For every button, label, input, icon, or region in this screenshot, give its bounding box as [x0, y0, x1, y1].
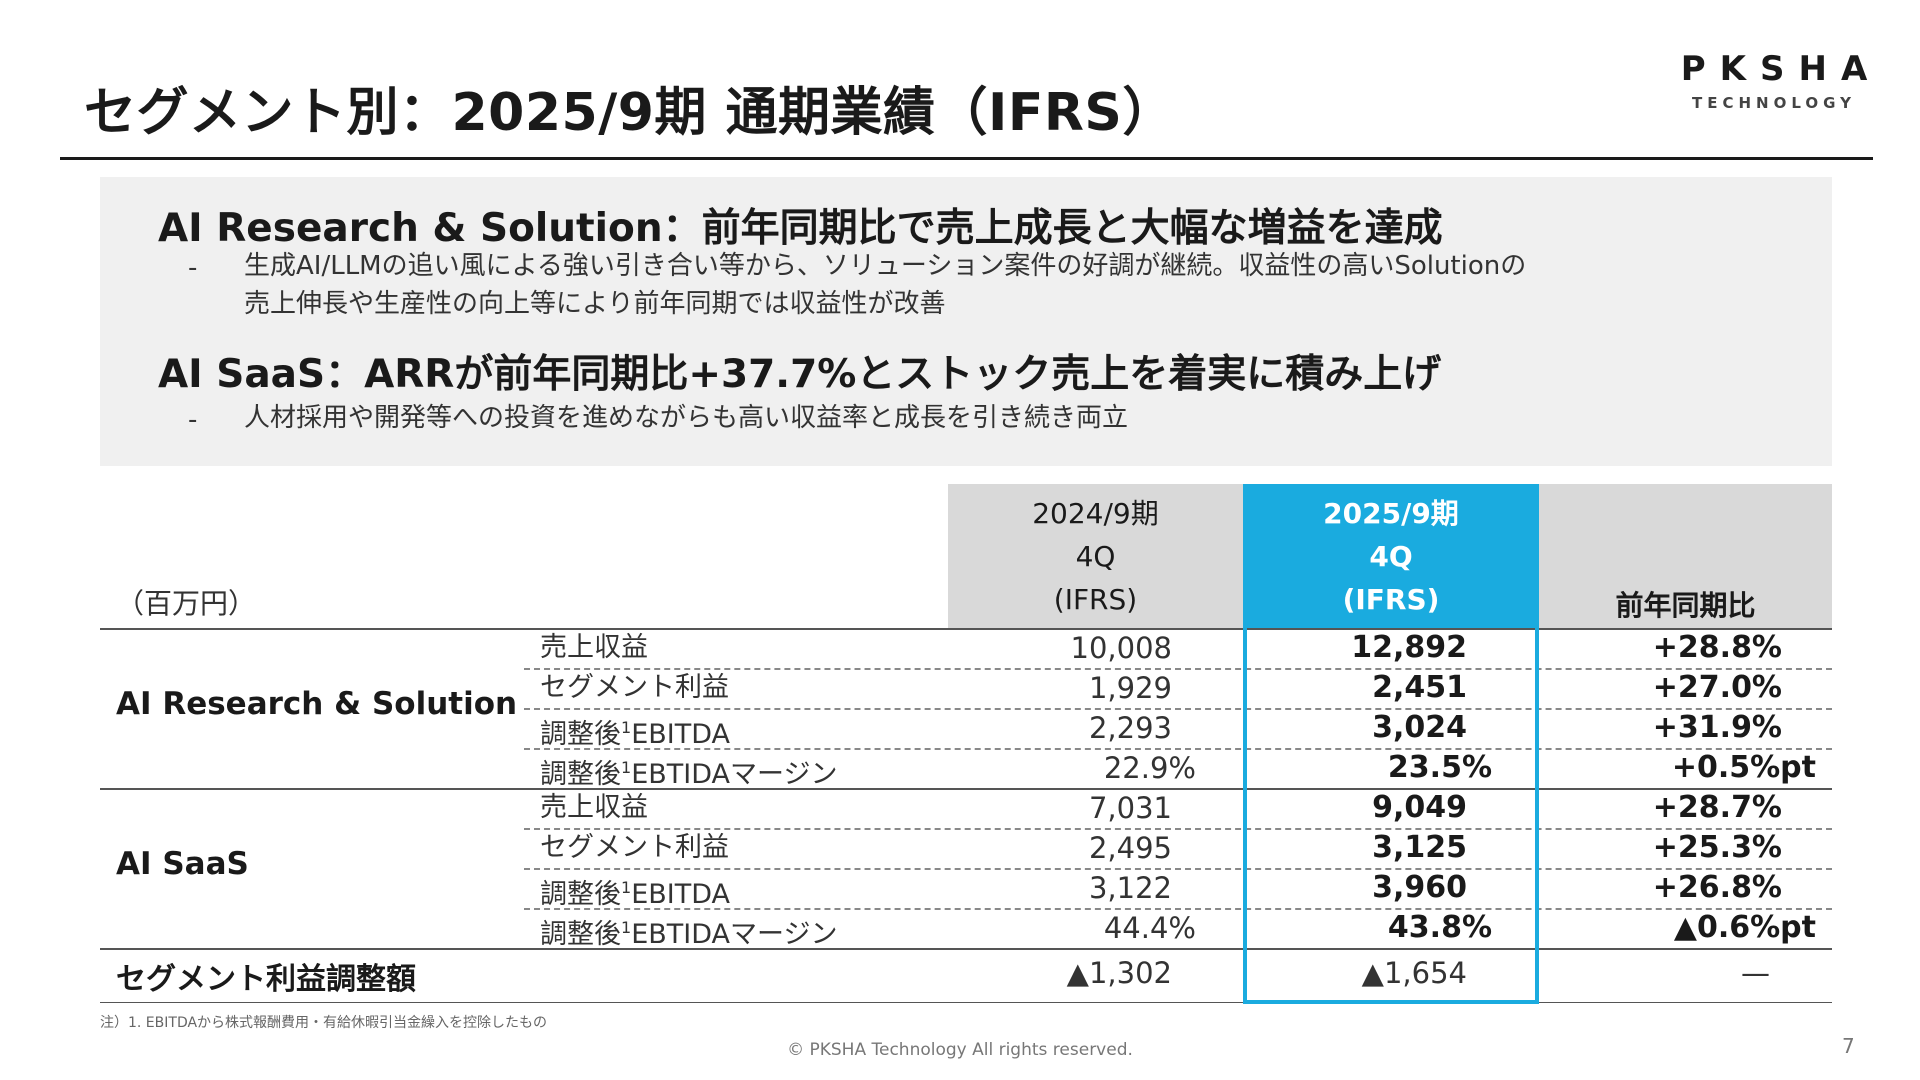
row-divider: [524, 908, 1832, 910]
header-prev-standard: (IFRS): [1053, 583, 1138, 616]
current-value: 3,125: [1372, 830, 1467, 865]
header-yoy-bg: [1539, 484, 1832, 628]
page-title: セグメント別：2025/9期 通期業績（IFRS）: [84, 83, 1175, 143]
adjustment-current-value: ▲1,654: [1361, 956, 1467, 990]
row-label: 調整後1EBITDA: [540, 878, 731, 910]
table-row: 売上収益 7,031 9,049 +28.7%: [100, 788, 1832, 828]
table-row: 調整後1EBTIDAマージン 22.9% 23.5% +0.5%pt: [100, 748, 1832, 790]
summary-text-research-1: 生成AI/LLMの追い風による強い引き合い等から、ソリューション案件の好調が継続…: [244, 251, 1527, 281]
yoy-value: ▲0.6%pt: [1673, 910, 1816, 945]
yoy-value: +0.5%pt: [1671, 750, 1816, 785]
current-value: 43.8%: [1387, 910, 1492, 945]
row-label: セグメント利益: [540, 832, 729, 863]
yoy-value: +25.3%: [1652, 830, 1782, 865]
row-label: 調整後1EBTIDAマージン: [540, 918, 838, 950]
prev-value: 2,495: [1088, 831, 1172, 865]
header-prev-year-label: 2024/9期: [1032, 497, 1159, 530]
table-row: 調整後1EBTIDAマージン 44.4% 43.8% ▲0.6%pt: [100, 908, 1832, 950]
table-row: 調整後1EBITDA 2,293 3,024 +31.9%: [100, 708, 1832, 750]
header-prev-quarter: 4Q: [1075, 540, 1116, 573]
current-value: 23.5%: [1387, 750, 1492, 785]
row-label: 売上収益: [540, 792, 648, 823]
segment-name-research: AI Research & Solution: [116, 686, 518, 722]
table-rule: [100, 948, 1832, 950]
header-cur-standard: (IFRS): [1342, 583, 1440, 616]
table-row: 調整後1EBITDA 3,122 3,960 +26.8%: [100, 868, 1832, 910]
footnote: 注）1. EBITDAから株式報酬費用・有給休暇引当金繰入を控除したもの: [100, 1015, 548, 1031]
header-cur-year-label: 2025/9期: [1323, 497, 1459, 530]
header-cur-quarter: 4Q: [1369, 540, 1413, 573]
current-value: 3,024: [1372, 710, 1467, 745]
table-row: セグメント利益 1,929 2,451 +27.0%: [100, 668, 1832, 708]
table-rule: [100, 628, 1832, 630]
yoy-value: +27.0%: [1652, 670, 1782, 705]
summary-bullet: -: [188, 253, 198, 283]
current-value: 2,451: [1372, 670, 1467, 705]
summary-text-research-2: 売上伸長や生産性の向上等により前年同期では収益性が改善: [244, 289, 946, 319]
yoy-value: +28.7%: [1652, 790, 1782, 825]
company-logo: PKSHA TECHNOLOGY: [1676, 48, 1872, 112]
current-year-highlight: [1243, 624, 1539, 1004]
row-label: 調整後1EBITDA: [540, 718, 731, 750]
yoy-value: +26.8%: [1652, 870, 1782, 905]
prev-value: 7,031: [1088, 791, 1172, 825]
summary-heading-research: AI Research & Solution：前年同期比で売上成長と大幅な増益を…: [158, 206, 1443, 251]
prev-value: 22.9%: [1103, 751, 1196, 785]
yoy-value: +31.9%: [1652, 710, 1782, 745]
page-number: 7: [1842, 1034, 1855, 1058]
table-rule: [100, 788, 1832, 790]
adjustment-label: セグメント利益調整額: [116, 962, 416, 997]
summary-heading-saas: AI SaaS：ARRが前年同期比+37.7%とストック売上を着実に積み上げ: [158, 352, 1442, 397]
summary-box: AI Research & Solution：前年同期比で売上成長と大幅な増益を…: [100, 177, 1832, 466]
row-divider: [524, 668, 1832, 670]
row-label: セグメント利益: [540, 672, 729, 703]
row-divider: [524, 828, 1832, 830]
logo-main-text: PKSHA: [1680, 49, 1882, 89]
row-divider: [524, 708, 1832, 710]
summary-bullet: -: [188, 405, 198, 435]
row-label: 売上収益: [540, 632, 648, 663]
prev-value: 1,929: [1088, 671, 1172, 705]
adjustment-yoy-value: —: [1741, 956, 1770, 990]
summary-text-saas-1: 人材採用や開発等への投資を進めながらも高い収益率と成長を引き続き両立: [244, 403, 1129, 433]
prev-value: 10,008: [1070, 631, 1172, 665]
row-label: 調整後1EBTIDAマージン: [540, 758, 838, 790]
header-yoy: 前年同期比: [1615, 589, 1756, 622]
header-prev-year: 2024/9期 4Q (IFRS): [948, 484, 1243, 628]
adjustment-prev-value: ▲1,302: [1066, 956, 1172, 990]
table-rule: [100, 1002, 1832, 1003]
unit-label: （百万円）: [116, 587, 257, 620]
row-divider: [524, 868, 1832, 870]
table-row: 売上収益 10,008 12,892 +28.8%: [100, 628, 1832, 668]
table-row: セグメント利益 2,495 3,125 +25.3%: [100, 828, 1832, 868]
row-divider: [524, 748, 1832, 750]
title-divider: [60, 157, 1873, 160]
segment-table: （百万円） 2024/9期 4Q (IFRS) 2025/9期 4Q (IFRS…: [100, 484, 1832, 1004]
prev-value: 44.4%: [1103, 911, 1196, 945]
current-value: 12,892: [1351, 630, 1467, 665]
logo-sub-text: TECHNOLOGY: [1692, 94, 1856, 112]
yoy-value: +28.8%: [1652, 630, 1782, 665]
segment-name-saas: AI SaaS: [116, 846, 249, 882]
current-value: 9,049: [1372, 790, 1467, 825]
header-current-year: 2025/9期 4Q (IFRS): [1243, 484, 1539, 628]
copyright: © PKSHA Technology All rights reserved.: [787, 1040, 1133, 1060]
prev-value: 2,293: [1088, 711, 1172, 745]
prev-value: 3,122: [1088, 871, 1172, 905]
current-value: 3,960: [1372, 870, 1467, 905]
